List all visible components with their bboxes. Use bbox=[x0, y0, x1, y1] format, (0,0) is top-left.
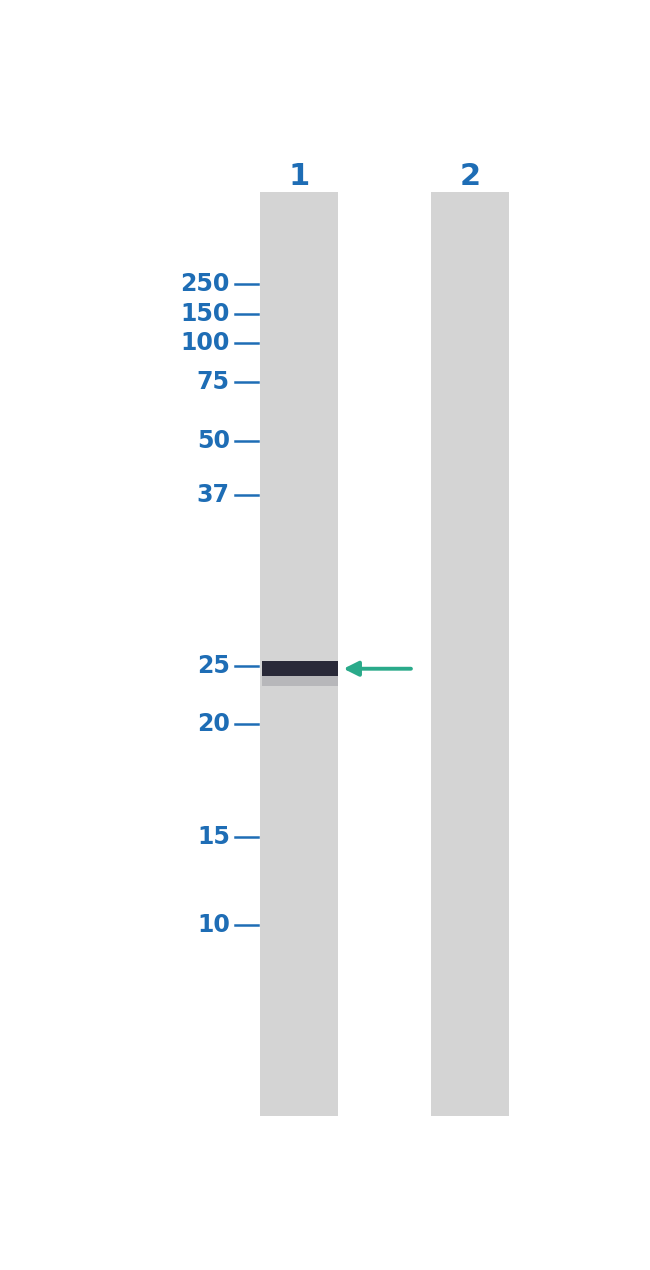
Text: 1: 1 bbox=[289, 163, 310, 192]
Text: 25: 25 bbox=[197, 654, 230, 678]
Bar bbox=[261, 676, 338, 686]
Text: 2: 2 bbox=[460, 163, 481, 192]
Text: 250: 250 bbox=[181, 273, 230, 296]
Text: 20: 20 bbox=[197, 712, 230, 737]
Bar bbox=[432, 192, 510, 1115]
Bar bbox=[260, 192, 338, 1115]
Text: 100: 100 bbox=[181, 331, 230, 356]
Text: 150: 150 bbox=[181, 302, 230, 325]
Bar bbox=[261, 662, 338, 676]
Text: 75: 75 bbox=[197, 371, 230, 394]
Text: 37: 37 bbox=[197, 483, 230, 507]
Text: 10: 10 bbox=[197, 913, 230, 937]
Text: 15: 15 bbox=[197, 826, 230, 848]
Text: 50: 50 bbox=[197, 429, 230, 453]
